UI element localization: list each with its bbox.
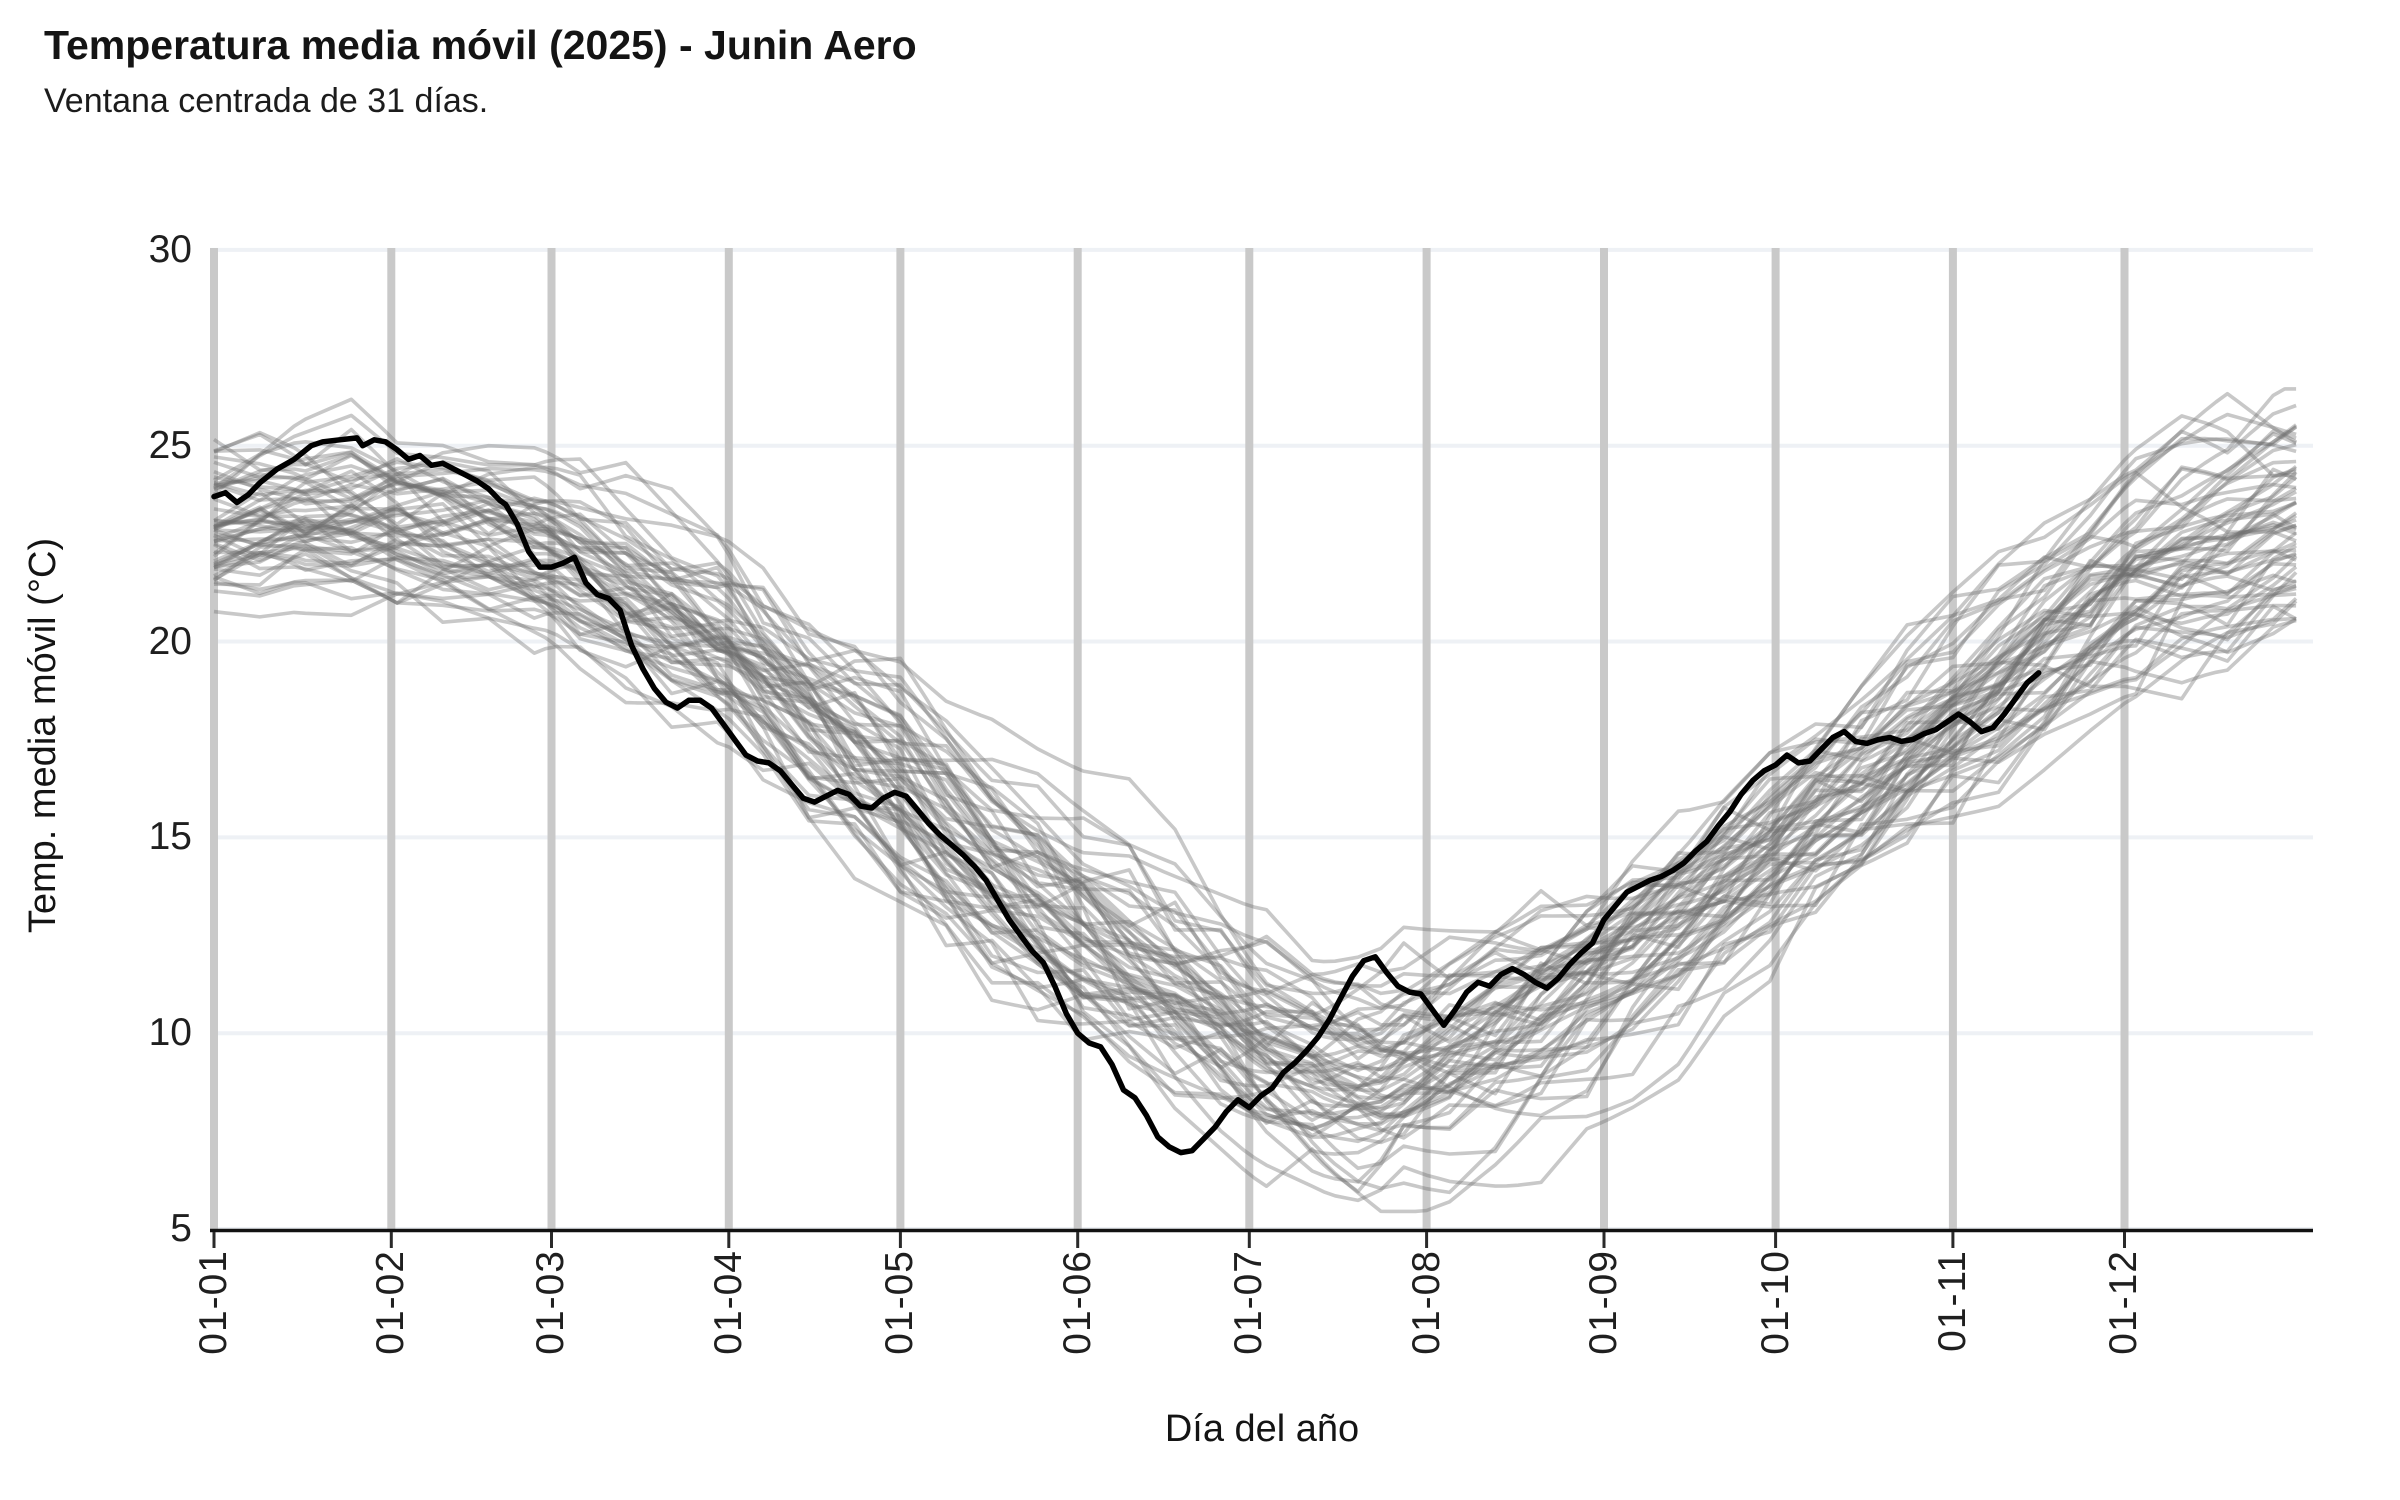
historical-year-line (213, 482, 2297, 1042)
historical-year-line (213, 424, 2298, 1011)
historical-year-line (213, 542, 2297, 1184)
historical-year-line (213, 488, 2297, 1195)
historical-year-line (213, 387, 2297, 1075)
current-year-line-2025 (211, 435, 2042, 1156)
historical-year-line (213, 431, 2297, 1073)
historical-year-line (213, 541, 2297, 1068)
x-tick-label-01-05: 01-05 (878, 1250, 922, 1360)
historical-year-line (213, 512, 2298, 1171)
y-tick-label-30: 30 (148, 227, 192, 271)
x-tick-label-text: 01-10 (1753, 1250, 1797, 1355)
y-tick-label-25: 25 (148, 423, 192, 467)
y-tick-label-5: 5 (170, 1207, 192, 1250)
y-axis-title: Temp. media móvil (°C) (22, 538, 65, 938)
historical-year-line (213, 501, 2298, 1052)
historical-year-line (213, 442, 2297, 1019)
historical-year-line (213, 500, 2297, 1102)
chart-subtitle: Ventana centrada de 31 días. (44, 82, 489, 120)
x-tick-label-01-04: 01-04 (707, 1250, 751, 1360)
historical-year-line (212, 397, 2297, 996)
historical-year-line (212, 501, 2297, 1145)
x-tick-label-01-01: 01-01 (192, 1250, 236, 1360)
historical-year-line (213, 455, 2297, 1030)
historical-year-line (213, 480, 2297, 1111)
historical-year-line (212, 413, 2297, 996)
historical-years-lines (212, 387, 2298, 1214)
historical-year-line (213, 466, 2297, 1122)
x-tick-label-01-10: 01-10 (1754, 1250, 1798, 1360)
historical-year-line (213, 467, 2297, 996)
historical-year-line (213, 460, 2297, 1045)
historical-year-line (213, 496, 2298, 1072)
x-tick-label-text: 01-04 (706, 1250, 750, 1355)
x-tick-label-text: 01-03 (529, 1250, 573, 1355)
x-tick-label-text: 01-08 (1404, 1250, 1448, 1355)
historical-year-line (213, 391, 2298, 1090)
historical-year-line (213, 580, 2298, 1156)
y-tick-label-20: 20 (148, 619, 192, 663)
y-tick-label-15: 15 (148, 815, 192, 859)
x-tick-label-text: 01-12 (2102, 1250, 2146, 1355)
x-axis-title: Día del año (1164, 1408, 1360, 1450)
historical-year-line (213, 523, 2297, 1139)
historical-year-line (213, 430, 2297, 1140)
historical-year-line (213, 490, 2297, 1118)
historical-year-line (213, 414, 2297, 1018)
x-tick-label-text: 01-07 (1227, 1250, 1271, 1355)
historical-year-line (213, 450, 2298, 1054)
x-tick-label-text: 01-11 (1930, 1250, 1974, 1352)
historical-year-line (213, 509, 2297, 1069)
x-tick-label-01-08: 01-08 (1405, 1250, 1449, 1360)
historical-year-line (213, 423, 2298, 1046)
historical-year-line (213, 496, 2297, 1088)
vertical-month-gridlines (210, 248, 2129, 1229)
x-tick-label-01-06: 01-06 (1056, 1250, 1100, 1360)
historical-year-line (213, 403, 2297, 1093)
historical-year-line (213, 412, 2297, 1060)
historical-year-line (213, 545, 2298, 1126)
historical-year-line (213, 518, 2298, 1102)
historical-year-line (213, 490, 2297, 1084)
x-tick-label-01-11: 01-11 (1931, 1250, 1975, 1357)
x-tick-label-01-09: 01-09 (1582, 1250, 1626, 1360)
historical-year-line (213, 552, 2297, 1058)
x-tick-label-01-07: 01-07 (1227, 1250, 1271, 1360)
historical-year-line (213, 511, 2298, 1131)
historical-year-line (213, 512, 2298, 1121)
y-axis-title-text: Temp. media móvil (°C) (22, 537, 64, 934)
historical-year-line (213, 502, 2297, 1133)
historical-year-line (213, 545, 2298, 1086)
historical-year-line (213, 520, 2297, 1118)
historical-year-line (212, 542, 2297, 1095)
x-tick-label-text: 01-02 (369, 1250, 413, 1355)
x-tick-label-01-03: 01-03 (529, 1250, 573, 1360)
x-tick-label-text: 01-01 (192, 1250, 235, 1355)
x-tick-label-text: 01-05 (878, 1250, 922, 1355)
x-axis (210, 1228, 2313, 1248)
historical-year-line (213, 517, 2298, 1214)
x-tick-label-text: 01-06 (1055, 1250, 1099, 1355)
historical-year-line (213, 522, 2297, 1121)
historical-year-line (213, 425, 2298, 1138)
y-tick-label-10: 10 (148, 1011, 192, 1055)
historical-year-line (213, 461, 2298, 1042)
x-tick-label-01-02: 01-02 (369, 1250, 413, 1360)
x-tick-label-01-12: 01-12 (2102, 1250, 2146, 1360)
historical-year-line (213, 467, 2297, 1061)
historical-year-line (213, 496, 2297, 1131)
chart-title: Temperatura media móvil (2025) - Junin A… (44, 22, 917, 68)
historical-year-line (213, 544, 2297, 1203)
historical-year-line (213, 518, 2297, 1089)
historical-year-line (213, 437, 2297, 1033)
historical-year-line (213, 565, 2298, 1040)
x-tick-label-text: 01-09 (1581, 1250, 1625, 1355)
